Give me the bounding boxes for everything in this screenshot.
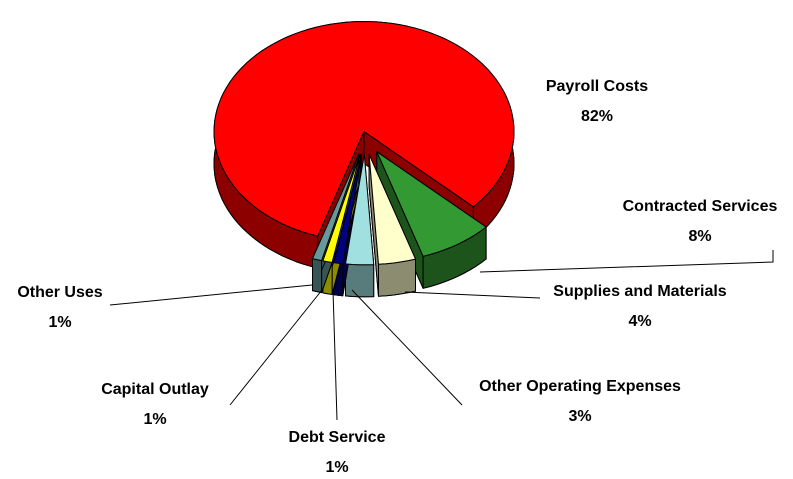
- slice-value-label: 1%: [143, 411, 166, 428]
- slice-value-label: 1%: [48, 314, 71, 331]
- leader-line: [332, 289, 338, 421]
- slice: [345, 154, 375, 266]
- slice: [322, 153, 361, 263]
- slice-label: Other Operating Expenses: [479, 378, 681, 395]
- slice-value-label: 82%: [581, 108, 613, 125]
- slice: [312, 153, 360, 262]
- slice-label: Payroll Costs: [546, 78, 648, 95]
- slice-label: Capital Outlay: [101, 381, 209, 398]
- leader-line: [479, 250, 774, 273]
- slice: [213, 21, 515, 237]
- slice-label: Contracted Services: [623, 198, 778, 215]
- slice: [376, 151, 487, 257]
- leader-line: [109, 284, 313, 306]
- slice-label: Supplies and Materials: [553, 283, 726, 300]
- slice: [333, 154, 363, 265]
- pie: [213, 21, 515, 298]
- slice-side: [378, 258, 416, 297]
- leader-line: [404, 291, 541, 299]
- slice-label: Debt Service: [289, 429, 386, 446]
- slice-value-label: 1%: [325, 459, 348, 476]
- labels: Payroll Costs 82% Contracted Services 8% Sup…: [17, 78, 777, 476]
- slice-label: Other Uses: [17, 284, 102, 301]
- slice-value-label: 4%: [628, 313, 651, 330]
- slice-side: [345, 263, 375, 298]
- slice-value-label: 3%: [568, 408, 591, 425]
- slice-value-label: 8%: [688, 228, 711, 245]
- leader-line: [229, 289, 323, 406]
- leader-line: [351, 289, 463, 406]
- slice: [368, 153, 416, 265]
- slice-side: [312, 258, 323, 294]
